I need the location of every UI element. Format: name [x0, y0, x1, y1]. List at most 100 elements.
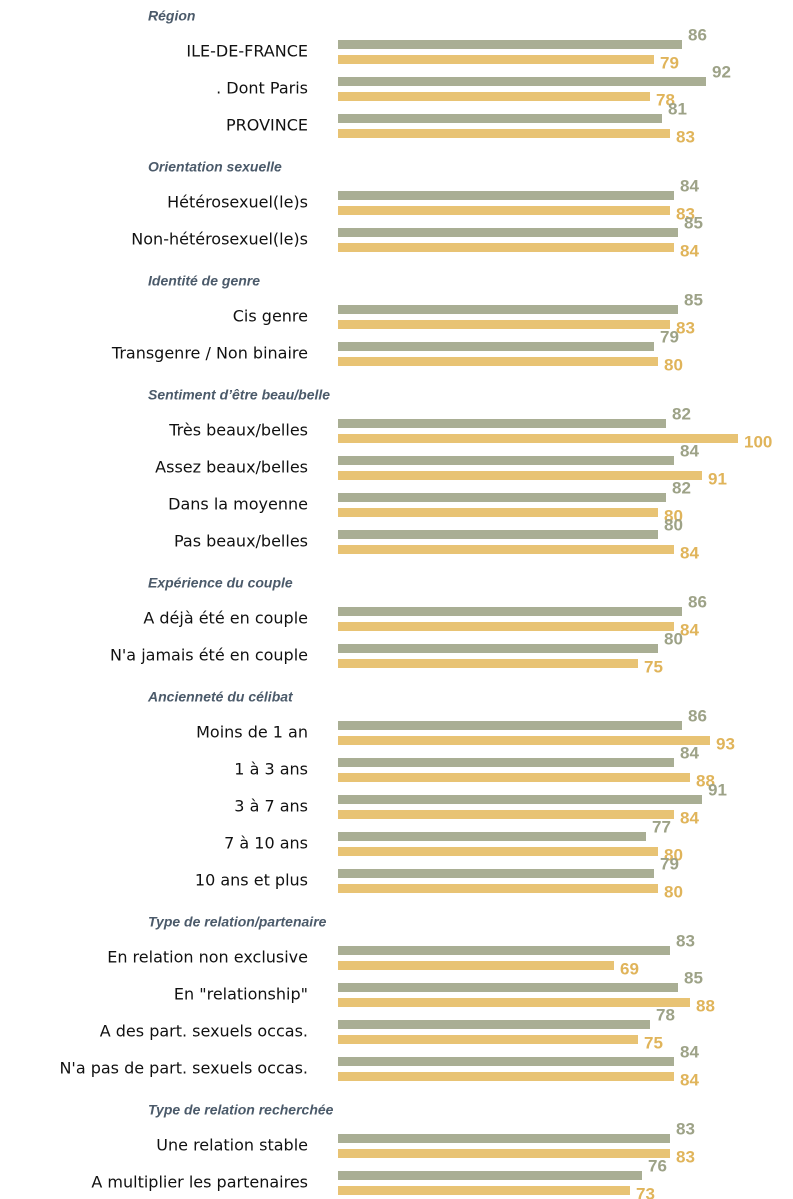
- value-label: 79: [660, 53, 679, 72]
- category-label: N'a jamais été en couple: [110, 646, 308, 665]
- section-title: Type de relation/partenaire: [148, 914, 327, 930]
- bar: [338, 305, 678, 314]
- value-label: 82: [672, 404, 691, 423]
- bar: [338, 659, 638, 668]
- bar: [338, 493, 666, 502]
- section-title: Région: [148, 8, 195, 24]
- bar: [338, 191, 674, 200]
- section-title: Identité de genre: [148, 273, 260, 289]
- category-label: En "relationship": [174, 985, 308, 1004]
- category-label: Très beaux/belles: [168, 421, 308, 440]
- category-label: Hétérosexuel(le)s: [167, 193, 308, 212]
- bar: [338, 55, 654, 64]
- value-label: 93: [716, 734, 735, 753]
- value-label: 69: [620, 959, 639, 978]
- section-title: Sentiment d’être beau/belle: [148, 387, 330, 403]
- value-label: 84: [680, 543, 699, 562]
- value-label: 80: [664, 882, 683, 901]
- category-label: Cis genre: [233, 307, 308, 326]
- value-label: 78: [656, 90, 675, 109]
- bar: [338, 795, 702, 804]
- value-label: 75: [644, 657, 663, 676]
- bar: [338, 320, 670, 329]
- value-label: 84: [680, 176, 699, 195]
- bar: [338, 1134, 670, 1143]
- bar: [338, 607, 682, 616]
- value-label: 75: [644, 1033, 663, 1052]
- value-label: 88: [696, 996, 715, 1015]
- bar: [338, 243, 674, 252]
- value-label: 78: [656, 1005, 675, 1024]
- bar: [338, 434, 738, 443]
- value-label: 83: [676, 318, 695, 337]
- bar: [338, 471, 702, 480]
- category-label: 1 à 3 ans: [234, 760, 308, 779]
- value-label: 80: [664, 845, 683, 864]
- bar: [338, 1035, 638, 1044]
- bar: [338, 206, 670, 215]
- bar: [338, 342, 654, 351]
- value-label: 85: [684, 968, 703, 987]
- section-title: Type de relation recherchée: [148, 1102, 334, 1118]
- category-label: Assez beaux/belles: [155, 458, 308, 477]
- value-label: 83: [676, 204, 695, 223]
- value-label: 88: [696, 771, 715, 790]
- bar: [338, 129, 670, 138]
- value-label: 77: [652, 817, 671, 836]
- category-label: PROVINCE: [226, 116, 308, 135]
- bar: [338, 1057, 674, 1066]
- category-label: A déjà été en couple: [143, 609, 308, 628]
- bar: [338, 983, 678, 992]
- bar: [338, 884, 658, 893]
- bar: [338, 832, 646, 841]
- bar: [338, 1171, 642, 1180]
- value-label: 81: [668, 99, 687, 118]
- value-label: 80: [664, 515, 683, 534]
- category-label: ILE-DE-FRANCE: [186, 42, 308, 61]
- value-label: 80: [664, 506, 683, 525]
- bar: [338, 736, 710, 745]
- bar: [338, 961, 614, 970]
- category-label: 10 ans et plus: [195, 871, 308, 890]
- value-label: 85: [684, 290, 703, 309]
- value-label: 73: [636, 1184, 655, 1199]
- bar: [338, 1149, 670, 1158]
- bar: [338, 77, 706, 86]
- value-label: 85: [684, 213, 703, 232]
- bar: [338, 1186, 630, 1195]
- value-label: 82: [672, 478, 691, 497]
- value-label: 79: [660, 854, 679, 873]
- value-label: 86: [688, 592, 707, 611]
- value-label: 84: [680, 1070, 699, 1089]
- bar: [338, 530, 658, 539]
- bar: [338, 810, 674, 819]
- value-label: 86: [688, 25, 707, 44]
- value-label: 84: [680, 1042, 699, 1061]
- value-label: 84: [680, 241, 699, 260]
- value-label: 100: [744, 432, 772, 451]
- bar: [338, 114, 662, 123]
- bar: [338, 847, 658, 856]
- bar: [338, 357, 658, 366]
- value-label: 76: [648, 1156, 667, 1175]
- category-label: Non-hétérosexuel(le)s: [131, 230, 308, 249]
- value-label: 84: [680, 441, 699, 460]
- bar: [338, 508, 658, 517]
- value-label: 91: [708, 469, 727, 488]
- value-label: 80: [664, 629, 683, 648]
- value-label: 84: [680, 743, 699, 762]
- category-label: . Dont Paris: [216, 79, 308, 98]
- bar: [338, 869, 654, 878]
- bar: [338, 1020, 650, 1029]
- category-label: Pas beaux/belles: [174, 532, 308, 551]
- bar: [338, 1072, 674, 1081]
- bar: [338, 419, 666, 428]
- bar: [338, 758, 674, 767]
- category-label: A multiplier les partenaires: [91, 1173, 308, 1192]
- category-label: N'a pas de part. sexuels occas.: [59, 1059, 308, 1078]
- bar: [338, 946, 670, 955]
- section-title: Orientation sexuelle: [148, 159, 282, 175]
- category-label: Dans la moyenne: [168, 495, 308, 514]
- value-label: 83: [676, 1147, 695, 1166]
- section-title: Expérience du couple: [148, 575, 293, 591]
